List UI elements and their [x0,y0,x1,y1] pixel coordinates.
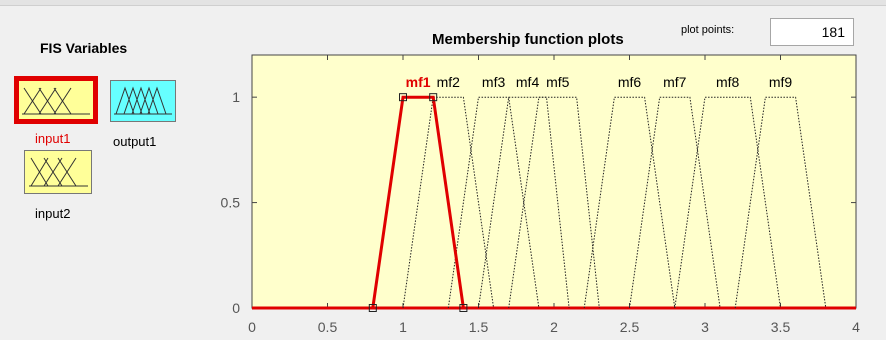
input-mf-icon [24,150,92,194]
input2-variable-label: input2 [35,206,71,221]
input1-variable-tile[interactable] [14,76,98,124]
x-tick-label: 4 [852,319,860,335]
x-tick-label: 2 [550,319,558,335]
mf-curve-mf4 [478,96,570,309]
x-tick-label: 0 [248,319,256,335]
x-tick-label: 3 [701,319,709,335]
mf-vertex-marker [429,93,438,102]
mf-curve-mf2 [402,96,495,309]
mf-vertex-marker [399,93,407,102]
mf-label-mf1: mf1 [406,74,431,90]
x-tick-label: 1.5 [469,319,489,335]
x-tick-label: 0.5 [318,319,338,335]
fis-variables-title: FIS Variables [40,40,128,56]
y-tick-label: 0 [232,300,240,316]
y-tick-label: 0.5 [221,195,241,211]
mf-curve-mf3 [447,96,540,309]
y-tick-label: 1 [232,89,240,105]
window-top-strip [0,0,886,6]
mf-curve-mf1 [371,95,465,309]
mf-curve-mf5 [508,96,600,309]
mf-vertex-marker [368,304,377,312]
mf-label-mf6: mf6 [618,74,642,90]
mf-curve-mf8 [674,96,781,309]
mf-label-mf8: mf8 [716,74,740,90]
plot-points-label: plot points: [681,24,735,36]
mf-curve-mf7 [629,96,721,309]
mf-label-mf3: mf3 [482,74,506,90]
mf-curve-mf9 [734,96,827,309]
input1-variable-label: input1 [35,131,71,146]
plot-title: Membership function plots [432,31,624,48]
mf-curve-mf6 [583,96,676,309]
output-mf-icon [110,80,176,122]
x-tick-label: 2.5 [620,319,640,335]
input-mf-icon [14,76,98,124]
x-tick-label: 1 [399,319,407,335]
mf-label-mf7: mf7 [663,74,687,90]
mf-label-mf4: mf4 [516,74,540,90]
input2-variable-tile[interactable] [24,150,92,194]
x-tick-label: 3.5 [771,319,791,335]
mf-label-mf5: mf5 [546,74,570,90]
mf-label-mf2: mf2 [437,74,461,90]
output1-variable-tile[interactable] [110,80,176,122]
mf-vertex-marker [459,304,468,312]
plot-points-input[interactable] [770,18,854,46]
plot-area [251,54,857,309]
output1-variable-label: output1 [113,134,157,149]
mf-label-mf9: mf9 [769,74,793,90]
